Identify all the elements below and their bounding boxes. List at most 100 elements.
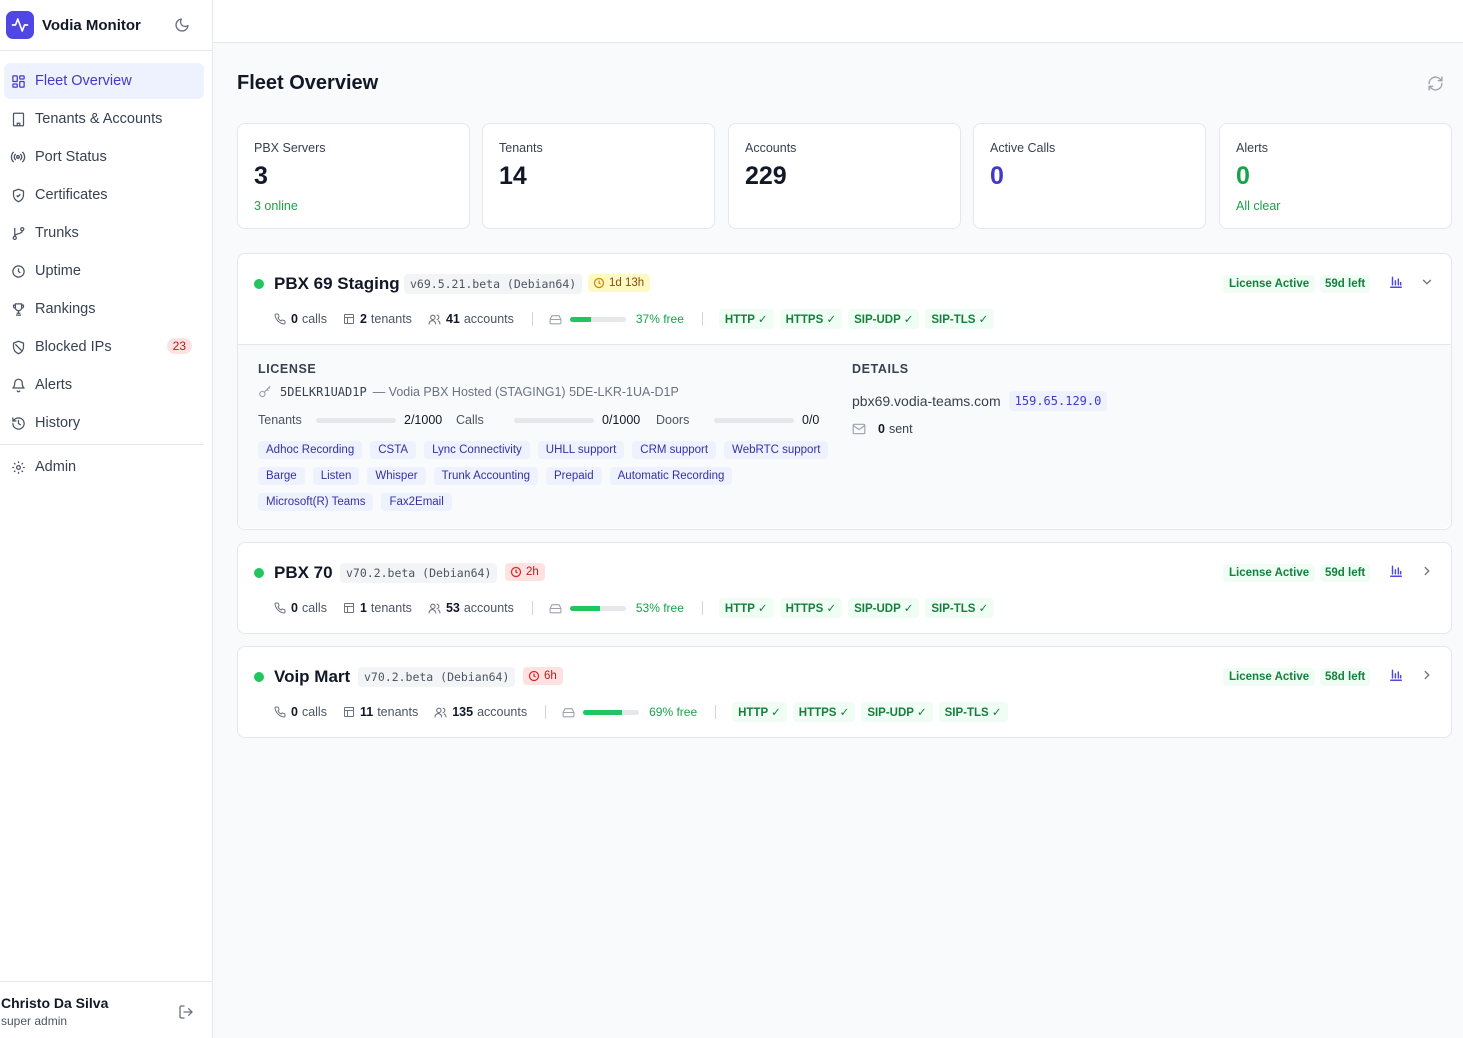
stats-chart-button[interactable] xyxy=(1389,275,1403,292)
license-code: 5DELKR1UAD1P xyxy=(280,385,367,399)
sidebar-item-label: Port Status xyxy=(35,149,107,165)
sent-count: 0 xyxy=(878,422,885,436)
sidebar-item-uptime[interactable]: Uptime xyxy=(4,253,204,289)
bar-chart-icon xyxy=(1390,276,1402,288)
calls-metric: 0 calls xyxy=(274,601,327,615)
version-badge: v69.5.21.beta (Debian64) xyxy=(404,274,583,294)
sidebar-item-history[interactable]: History xyxy=(4,405,204,441)
hard-drive-icon xyxy=(562,707,575,717)
disk-free-text: 69% free xyxy=(649,705,698,719)
stat-card-active-calls: Active Calls 0 xyxy=(973,123,1206,229)
server-name: PBX 70 xyxy=(274,563,333,582)
bar-chart-icon xyxy=(1390,565,1402,577)
accounts-label: accounts xyxy=(463,312,514,326)
calls-label: calls xyxy=(301,601,327,615)
feature-tag: Microsoft(R) Teams xyxy=(258,493,374,511)
server-name: Voip Mart xyxy=(274,667,351,686)
phone-icon xyxy=(274,602,286,614)
feature-tag: Prepaid xyxy=(546,467,602,485)
stat-card-alerts: Alerts 0 All clear xyxy=(1219,123,1452,229)
sent-label: sent xyxy=(888,422,913,436)
chevron-right-icon xyxy=(1424,566,1430,576)
version-badge: v70.2.beta (Debian64) xyxy=(340,563,498,583)
sidebar-item-alerts[interactable]: Alerts xyxy=(4,367,204,403)
git-branch-icon xyxy=(10,225,26,241)
server-header[interactable]: Voip Mart v70.2.beta (Debian64) 6h Licen… xyxy=(238,647,1451,737)
sidebar-item-tenants-accounts[interactable]: Tenants & Accounts xyxy=(4,101,204,137)
logout-icon xyxy=(179,1005,193,1019)
usage-value-calls: 0/1000 xyxy=(602,413,641,427)
expand-button[interactable] xyxy=(1420,564,1434,581)
divider xyxy=(545,705,547,719)
license-days-left-badge: 58d left xyxy=(1320,668,1371,686)
server-card-pbx-70: PBX 70 v70.2.beta (Debian64) 2h License … xyxy=(237,542,1452,634)
usage-label-doors: Doors xyxy=(656,413,690,427)
tenants-metric: 2 tenants xyxy=(343,312,412,326)
logout-button[interactable] xyxy=(178,1004,194,1023)
sidebar-item-certificates[interactable]: Certificates xyxy=(4,177,204,213)
sidebar-item-blocked-ips[interactable]: Blocked IPs 23 xyxy=(4,329,204,365)
feature-tag: Automatic Recording xyxy=(609,467,733,485)
stat-label: Alerts xyxy=(1236,141,1268,155)
license-status-badge: License Active xyxy=(1223,668,1316,686)
server-card-pbx-69-staging: PBX 69 Staging v69.5.21.beta (Debian64) … xyxy=(237,253,1452,530)
server-header[interactable]: PBX 70 v70.2.beta (Debian64) 2h License … xyxy=(238,543,1451,633)
key-icon xyxy=(259,385,271,398)
users-icon xyxy=(434,707,447,717)
accounts-metric: 41 accounts xyxy=(428,312,514,326)
uptime-badge: 6h xyxy=(523,667,563,685)
status-online-dot xyxy=(254,568,264,578)
accounts-metric: 135 accounts xyxy=(434,705,527,719)
sidebar-item-label: Uptime xyxy=(35,263,81,279)
stat-value: 14 xyxy=(499,162,527,190)
activity-logo-icon xyxy=(6,11,34,39)
calls-label: calls xyxy=(301,312,327,326)
license-description: — Vodia PBX Hosted (STAGING1) 5DE-LKR-1U… xyxy=(372,385,679,399)
moon-icon xyxy=(175,18,189,32)
sidebar-item-trunks[interactable]: Trunks xyxy=(4,215,204,251)
sidebar-item-fleet-overview[interactable]: Fleet Overview xyxy=(4,63,204,99)
stat-label: Active Calls xyxy=(990,141,1056,155)
calls-metric: 0 calls xyxy=(274,312,327,326)
port-sip-tls-badge: SIP-TLS ✓ xyxy=(925,598,995,618)
bell-icon xyxy=(10,377,26,393)
collapse-button[interactable] xyxy=(1420,275,1434,292)
calls-count: 0 xyxy=(291,705,298,719)
sidebar-item-label: Certificates xyxy=(35,187,108,203)
disk-usage: 69% free xyxy=(562,705,697,719)
calls-count: 0 xyxy=(291,601,298,615)
tenants-count: 2 xyxy=(359,312,367,326)
refresh-button[interactable] xyxy=(1427,75,1444,95)
server-metrics: 0 calls 11 tenants 135 accounts 69% free HT… xyxy=(274,702,1014,722)
sidebar-item-admin[interactable]: Admin xyxy=(4,449,204,485)
disk-usage: 53% free xyxy=(549,601,684,615)
sidebar-item-label: Trunks xyxy=(35,225,79,241)
port-sip-tls-badge: SIP-TLS ✓ xyxy=(925,309,995,329)
expand-button[interactable] xyxy=(1420,668,1434,685)
trophy-icon xyxy=(10,301,26,317)
phone-icon xyxy=(274,313,286,325)
stats-chart-button[interactable] xyxy=(1389,564,1403,581)
stat-value: 229 xyxy=(745,162,787,190)
sidebar-item-rankings[interactable]: Rankings xyxy=(4,291,204,327)
user-name: Christo Da Silva xyxy=(1,995,109,1011)
tenants-metric: 1 tenants xyxy=(343,601,412,615)
stat-label: Accounts xyxy=(745,141,797,155)
accounts-count: 41 xyxy=(445,312,460,326)
license-days-left-badge: 59d left xyxy=(1320,564,1371,582)
feature-tag: Fax2Email xyxy=(381,493,452,511)
tenants-count: 11 xyxy=(359,705,374,719)
phone-icon xyxy=(274,706,286,718)
sidebar-item-label: Admin xyxy=(35,459,77,475)
sidebar-item-port-status[interactable]: Port Status xyxy=(4,139,204,175)
clock-icon xyxy=(593,277,605,289)
server-header[interactable]: PBX 69 Staging v69.5.21.beta (Debian64) … xyxy=(238,254,1451,344)
feature-tag: Adhoc Recording xyxy=(258,441,363,459)
stats-chart-button[interactable] xyxy=(1389,668,1403,685)
sidebar-item-label: Blocked IPs xyxy=(35,339,112,355)
user-panel: Christo Da Silva super admin xyxy=(0,981,212,1038)
uptime-badge: 2h xyxy=(505,563,545,581)
usage-bar-doors xyxy=(714,417,794,423)
dark-mode-toggle[interactable] xyxy=(172,15,192,35)
divider xyxy=(701,601,703,615)
